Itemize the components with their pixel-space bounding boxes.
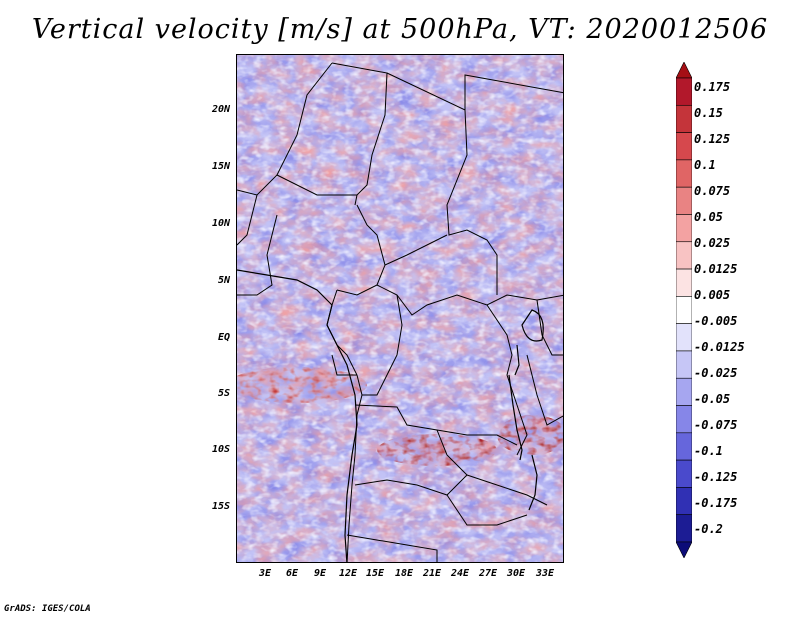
colorbar-segment bbox=[676, 350, 692, 379]
lon-label-9e: 9E bbox=[313, 568, 327, 579]
lon-label-3e: 3E bbox=[258, 568, 272, 579]
map-title: Vertical velocity [m/s] at 500hPa, VT: 2… bbox=[31, 14, 769, 45]
colorbar-segment bbox=[676, 487, 692, 516]
colorbar-label: 0.025 bbox=[694, 236, 731, 250]
vertical-velocity-field bbox=[237, 55, 563, 562]
colorbar-segment bbox=[676, 432, 692, 461]
colorbar-segment bbox=[676, 268, 692, 297]
lon-label-30e: 30E bbox=[506, 568, 526, 579]
lat-label-10s: 10S bbox=[211, 444, 230, 455]
lat-label-5n: 5N bbox=[217, 275, 230, 286]
lon-label-24e: 24E bbox=[450, 568, 470, 579]
colorbar-label: 0.175 bbox=[694, 80, 731, 94]
colorbar-segment bbox=[676, 186, 692, 215]
colorbar-label: -0.175 bbox=[694, 496, 738, 510]
colorbar-segment bbox=[676, 104, 692, 133]
colorbar-segment bbox=[676, 132, 692, 161]
map-plot-area[interactable] bbox=[236, 54, 564, 563]
lat-label-20n: 20N bbox=[211, 104, 230, 115]
colorbar-label: 0.125 bbox=[694, 132, 731, 146]
colorbar-label: -0.05 bbox=[694, 392, 731, 406]
colorbar-label: 0.05 bbox=[694, 210, 723, 224]
lat-label-eq: EQ bbox=[217, 332, 230, 343]
colorbar-label: -0.2 bbox=[694, 522, 723, 536]
colorbar-segment bbox=[676, 214, 692, 243]
colorbar-label: 0.075 bbox=[694, 184, 731, 198]
colorbar-top-triangle bbox=[676, 62, 692, 79]
great-lakes bbox=[508, 309, 544, 511]
colorbar-segment bbox=[676, 296, 692, 324]
colorbar-segment bbox=[676, 77, 692, 106]
lat-label-15n: 15N bbox=[211, 161, 230, 172]
colorbar-segment bbox=[676, 241, 692, 270]
colorbar-segment bbox=[676, 514, 692, 543]
field-neutral-layer bbox=[237, 55, 563, 562]
colorbar-label: 0.0125 bbox=[694, 262, 738, 276]
lat-label-10n: 10N bbox=[211, 218, 230, 229]
colorbar-bottom-triangle bbox=[676, 541, 692, 558]
colorbar-label: -0.075 bbox=[694, 418, 738, 432]
colorbar-label: 0.15 bbox=[694, 106, 723, 120]
lon-label-33e: 33E bbox=[535, 568, 555, 579]
colorbar-label: -0.0125 bbox=[694, 340, 745, 354]
atlantic-coastline bbox=[237, 269, 358, 562]
country-boundaries bbox=[237, 62, 563, 562]
colorbar-label: -0.005 bbox=[694, 314, 738, 328]
lat-label-5s: 5S bbox=[217, 388, 230, 399]
colorbar-segment bbox=[676, 159, 692, 188]
colorbar-label: -0.1 bbox=[694, 444, 723, 458]
colorbar bbox=[676, 62, 692, 558]
lat-label-15s: 15S bbox=[211, 501, 230, 512]
grads-credit: GrADS: IGES/COLA bbox=[4, 604, 91, 614]
lon-label-6e: 6E bbox=[285, 568, 299, 579]
lon-label-15e: 15E bbox=[365, 568, 385, 579]
lon-label-21e: 21E bbox=[422, 568, 442, 579]
lon-label-12e: 12E bbox=[338, 568, 358, 579]
colorbar-segment bbox=[676, 323, 692, 352]
colorbar-label: 0.1 bbox=[694, 158, 716, 172]
colorbar-label: -0.125 bbox=[694, 470, 738, 484]
colorbar-segment bbox=[676, 377, 692, 406]
lon-label-18e: 18E bbox=[394, 568, 414, 579]
colorbar-label: -0.025 bbox=[694, 366, 738, 380]
colorbar-segment bbox=[676, 405, 692, 434]
colorbar-label: 0.005 bbox=[694, 288, 731, 302]
lon-label-27e: 27E bbox=[478, 568, 498, 579]
colorbar-segment bbox=[676, 459, 692, 488]
